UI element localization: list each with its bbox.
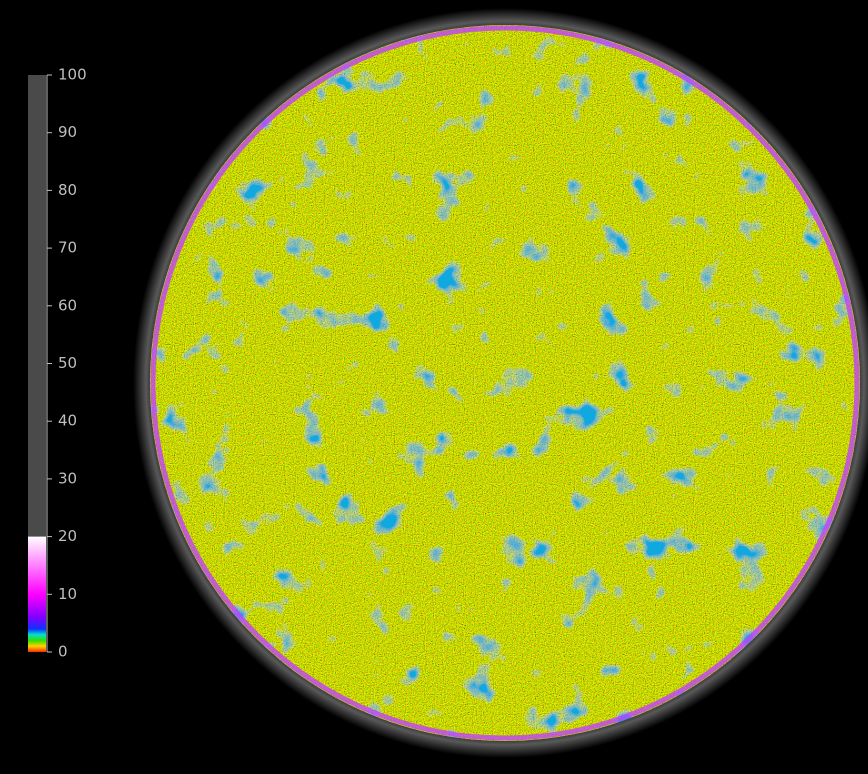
tick-label: 100 (58, 66, 87, 84)
tick-label: 30 (58, 469, 77, 487)
tick-label: 0 (58, 643, 68, 661)
colorbar-colored (28, 537, 46, 652)
tick-label: 90 (58, 123, 77, 141)
tick-label: 80 (58, 181, 77, 199)
tick-label: 20 (58, 527, 77, 545)
tick-label: 70 (58, 239, 77, 257)
tick-label: 10 (58, 585, 77, 603)
tick-label: 60 (58, 296, 77, 314)
colorbar: 0 10 20 30 40 50 60 70 80 90 100 (28, 66, 87, 661)
tick-label: 40 (58, 412, 77, 430)
screenshot: 0 10 20 30 40 50 60 70 80 90 100 (0, 0, 868, 774)
tick-label: 50 (58, 354, 77, 372)
